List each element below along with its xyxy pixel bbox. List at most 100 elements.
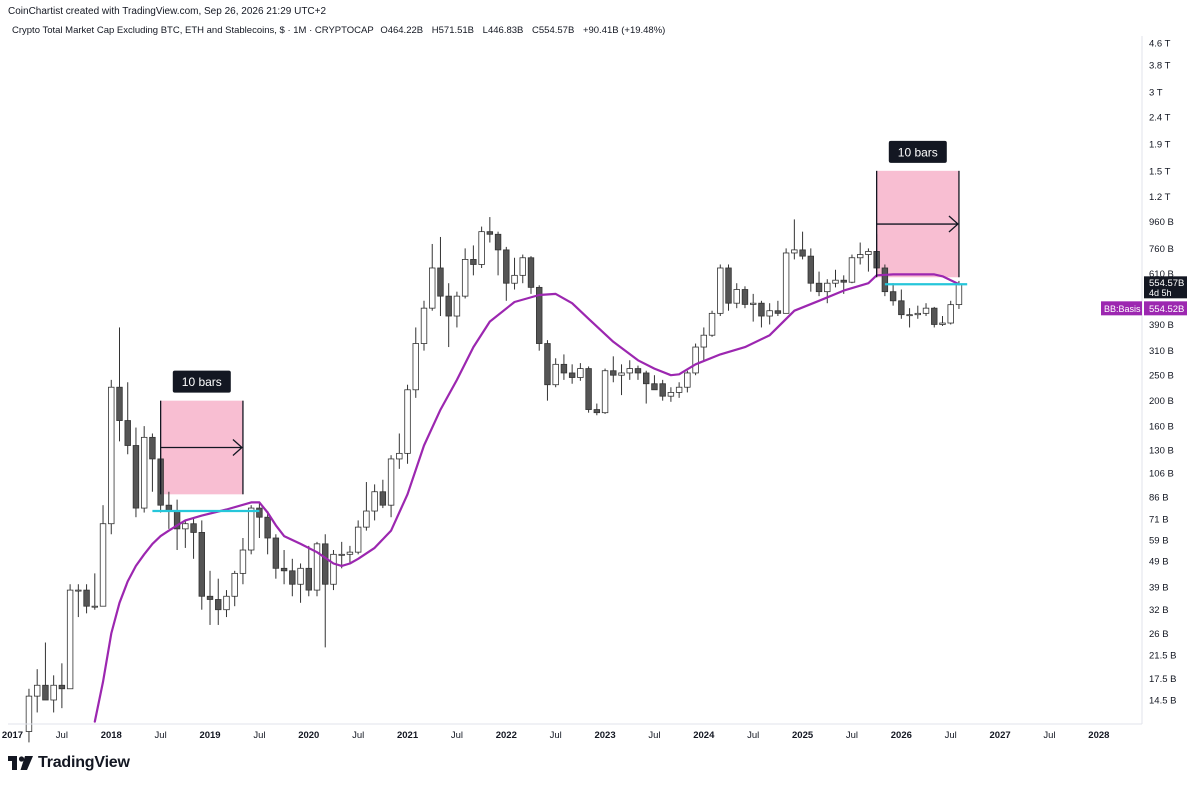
candle-body — [914, 312, 921, 316]
candle-body — [692, 346, 699, 374]
indicator-name-tag — [1101, 301, 1142, 316]
candle — [470, 245, 477, 276]
low-value: 446.83B — [487, 25, 524, 36]
candle — [848, 254, 856, 284]
candle-body — [511, 274, 518, 284]
x-tick-label: Jul — [451, 730, 463, 741]
tradingview-brand[interactable]: TradingView — [8, 754, 130, 772]
candle-body — [807, 255, 815, 284]
candle-body — [733, 289, 740, 304]
candle — [832, 269, 839, 288]
open-value: 464.22B — [387, 25, 424, 36]
candle — [544, 340, 551, 401]
candle — [947, 300, 954, 325]
candle-body — [420, 307, 428, 344]
candle — [659, 379, 666, 401]
candle — [140, 426, 148, 513]
current-price-tag — [1144, 276, 1187, 299]
candle-body — [741, 289, 749, 305]
axes-layer: 4.6 T 3.8 T 3 T 2.4 T 1.9 T 1.5 T 1.2 T 960 B 76… — [2, 36, 1187, 741]
candle-body — [132, 445, 140, 509]
candle — [256, 502, 263, 538]
candle-body — [939, 322, 946, 325]
candle-body — [50, 684, 57, 701]
candle — [856, 242, 864, 265]
candle-body — [585, 368, 592, 410]
x-tick-label: 2028 — [1088, 730, 1109, 741]
y-tick-label: 21.5 B — [1149, 651, 1176, 662]
y-tick-label: 1.9 T — [1149, 139, 1171, 150]
candle — [791, 219, 798, 260]
y-tick-label: 32 B — [1149, 605, 1169, 616]
candle — [371, 484, 378, 521]
candle — [149, 433, 156, 492]
x-tick-label: 2022 — [496, 730, 517, 741]
ohlc-values: O464.22B H571.51B L446.83B C554.57B +90.… — [380, 25, 671, 36]
candle-body — [634, 368, 642, 374]
candle — [247, 505, 255, 555]
candle — [239, 537, 247, 585]
candle-body — [404, 389, 411, 454]
candle-body — [684, 372, 691, 388]
candle-body — [412, 343, 419, 391]
candle-body — [643, 372, 650, 385]
x-tick-label: 2021 — [397, 730, 419, 741]
low-label: L — [482, 25, 488, 36]
y-tick-label: 760 B — [1149, 244, 1174, 255]
candle — [83, 584, 90, 614]
candle-body — [338, 553, 345, 556]
candle — [733, 283, 740, 309]
candle — [865, 248, 872, 272]
x-tick-label: 2027 — [990, 730, 1011, 741]
candle-body — [848, 257, 856, 283]
candle — [922, 303, 930, 317]
candle — [124, 382, 131, 455]
symbol-title: Crypto Total Market Cap Excluding BTC, E… — [12, 25, 374, 36]
candle — [379, 479, 387, 509]
candle — [354, 520, 362, 555]
y-tick-label: 1.5 T — [1149, 166, 1171, 177]
candle-body — [815, 282, 823, 293]
y-tick-label: 71 B — [1149, 514, 1169, 525]
candle — [552, 358, 559, 388]
open-label: O — [380, 25, 388, 36]
candle — [675, 382, 683, 398]
candle-body — [470, 259, 477, 265]
candle-body — [799, 249, 806, 257]
y-tick-label: 3.8 T — [1149, 60, 1171, 71]
high-label: H — [431, 25, 439, 36]
date-range-label-bg — [888, 140, 947, 163]
x-tick-label: Jul — [56, 730, 68, 741]
candle-body — [354, 526, 362, 553]
candle-body — [437, 267, 444, 297]
candle-body — [593, 409, 601, 414]
candle-body — [182, 523, 189, 530]
candle-body — [618, 372, 625, 376]
candle — [494, 231, 502, 276]
x-tick-label: Jul — [945, 730, 957, 741]
candle-body — [149, 436, 156, 460]
indicator-value-tag — [1144, 301, 1187, 316]
candle-body — [330, 553, 337, 585]
candle-body — [223, 595, 230, 611]
candle — [91, 573, 98, 610]
y-tick-label: 130 B — [1149, 445, 1174, 456]
candle-body — [560, 363, 568, 374]
candle-body — [91, 605, 98, 608]
candle-body — [75, 589, 82, 592]
candle-body — [58, 684, 66, 690]
candle — [667, 387, 675, 402]
x-tick-label: Jul — [846, 730, 858, 741]
brand-name: TradingView — [38, 754, 130, 771]
current-price-label: 554.57B — [1149, 278, 1184, 289]
date-range-label: 10 bars — [898, 145, 938, 159]
candle — [799, 231, 806, 260]
candle — [387, 455, 395, 518]
date-range-arrowhead-icon — [948, 215, 959, 233]
candle-body — [774, 310, 782, 314]
candle — [503, 246, 510, 301]
candle-body — [527, 257, 535, 288]
candle — [223, 590, 230, 618]
candle-body — [856, 254, 864, 259]
